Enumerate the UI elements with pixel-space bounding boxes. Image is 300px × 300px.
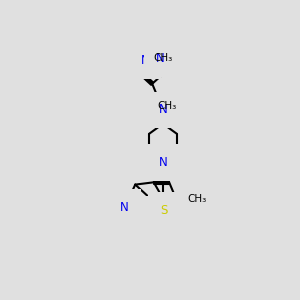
Text: CH₃: CH₃	[188, 194, 207, 204]
Text: N: N	[156, 52, 165, 65]
Text: N: N	[151, 208, 160, 221]
Text: N: N	[159, 156, 167, 169]
Text: N: N	[120, 201, 129, 214]
Text: CH₃: CH₃	[158, 101, 177, 111]
Text: N: N	[141, 54, 150, 67]
Text: CH₃: CH₃	[153, 53, 172, 63]
Text: N: N	[159, 103, 167, 116]
Text: S: S	[160, 204, 167, 217]
